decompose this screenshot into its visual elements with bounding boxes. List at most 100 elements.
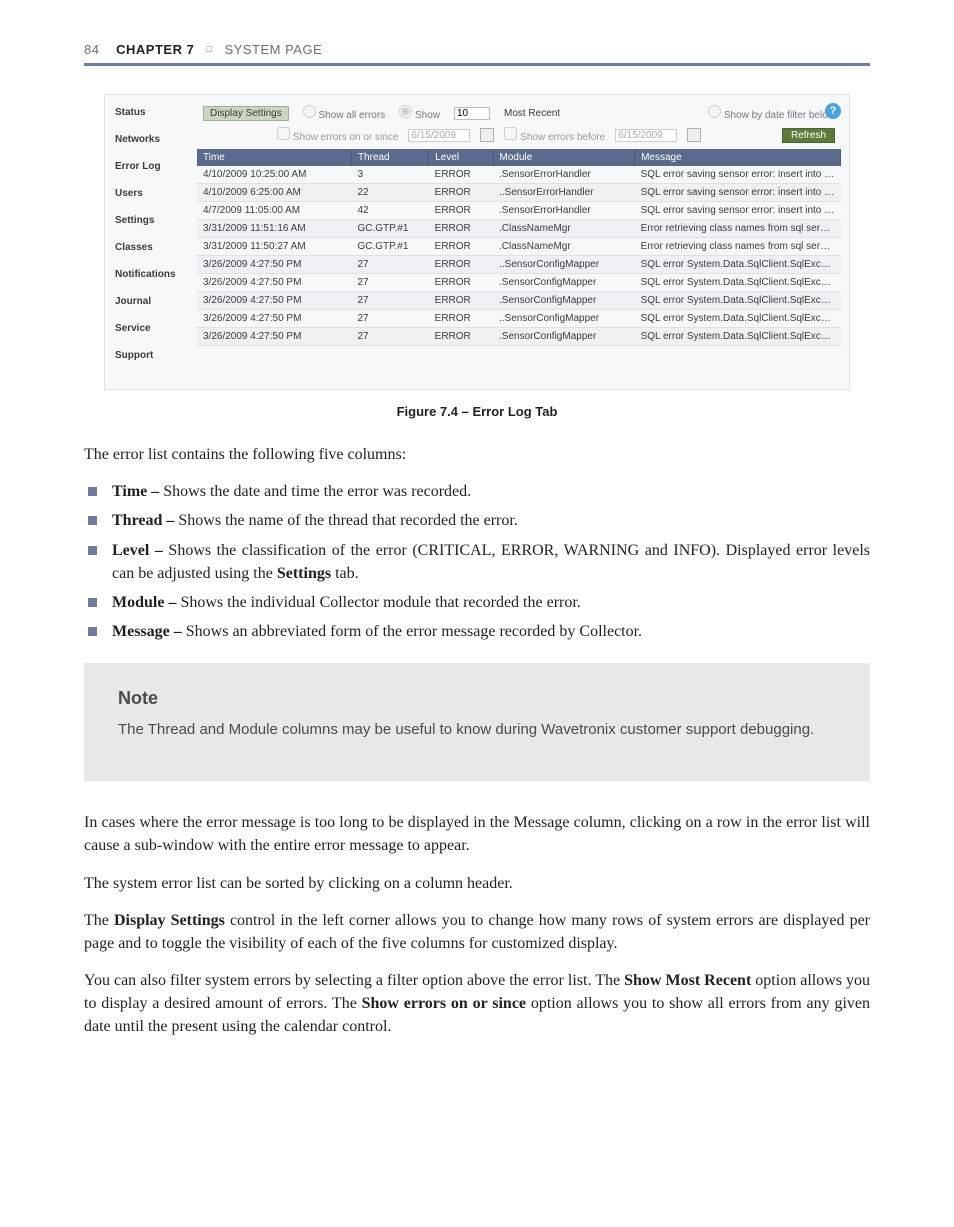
help-icon[interactable]: ?: [825, 103, 841, 119]
table-row[interactable]: 3/26/2009 4:27:50 PM27ERROR.SensorConfig…: [197, 274, 841, 292]
sidebar-item-users[interactable]: Users: [115, 188, 197, 199]
table-cell: Error retrieving class names from sql se…: [635, 238, 841, 256]
sidebar-item-journal[interactable]: Journal: [115, 296, 197, 307]
bullet-term: Time –: [112, 483, 159, 500]
table-cell: .SensorErrorHandler: [493, 202, 635, 220]
list-item: Time – Shows the date and time the error…: [84, 480, 870, 503]
table-cell: ERROR: [429, 202, 493, 220]
bullet-desc: Shows the date and time the error was re…: [159, 483, 471, 500]
radio-show-label: Show: [415, 110, 440, 121]
sidebar-item-status[interactable]: Status: [115, 107, 197, 118]
table-row[interactable]: 3/26/2009 4:27:50 PM27ERROR.SensorConfig…: [197, 328, 841, 346]
table-cell: 4/7/2009 11:05:00 AM: [197, 202, 351, 220]
sidebar-item-error-log[interactable]: Error Log: [115, 161, 197, 172]
bullet-tail: tab.: [331, 565, 359, 582]
chk-before-label: Show errors before: [520, 132, 605, 143]
date-since-input[interactable]: [408, 129, 470, 142]
error-table: TimeThreadLevelModuleMessage 4/10/2009 1…: [197, 149, 841, 346]
screenshot-sidebar: Status Networks Error Log Users Settings Clas…: [105, 95, 197, 389]
table-row[interactable]: 4/10/2009 10:25:00 AM3ERROR.SensorErrorH…: [197, 166, 841, 184]
chapter-label: CHAPTER 7: [116, 42, 194, 57]
display-settings-button[interactable]: Display Settings: [203, 106, 289, 121]
table-row[interactable]: 3/26/2009 4:27:50 PM27ERROR.SensorConfig…: [197, 292, 841, 310]
radio-show-n[interactable]: Show: [399, 105, 440, 121]
paragraph-sort: The system error list can be sorted by c…: [84, 872, 870, 895]
table-cell: SQL error saving sensor error: insert in…: [635, 202, 841, 220]
bullet-tail-bold: Settings: [277, 565, 331, 582]
refresh-button[interactable]: Refresh: [782, 128, 835, 143]
table-cell: ..SensorErrorHandler: [493, 184, 635, 202]
calendar-icon[interactable]: [687, 128, 701, 142]
table-cell: ERROR: [429, 328, 493, 346]
sidebar-item-notifications[interactable]: Notifications: [115, 269, 197, 280]
bold-text: Show Most Recent: [624, 972, 751, 989]
table-cell: 4/10/2009 6:25:00 AM: [197, 184, 351, 202]
intro-paragraph: The error list contains the following fi…: [84, 443, 870, 466]
chk-on-since-label: Show errors on or since: [293, 132, 399, 143]
table-cell: 22: [351, 184, 428, 202]
note-box: Note The Thread and Module columns may b…: [84, 663, 870, 781]
calendar-icon[interactable]: [480, 128, 494, 142]
table-cell: SQL error System.Data.SqlClient.SqlExcep…: [635, 310, 841, 328]
table-cell: 3/31/2009 11:51:16 AM: [197, 220, 351, 238]
radio-show-all[interactable]: Show all errors: [303, 105, 385, 121]
running-head: 84 CHAPTER 7 □ SYSTEM PAGE: [84, 42, 870, 57]
bold-text: Display Settings: [114, 912, 225, 929]
table-cell: ERROR: [429, 310, 493, 328]
table-row[interactable]: 4/10/2009 6:25:00 AM22ERROR..SensorError…: [197, 184, 841, 202]
table-cell: ERROR: [429, 292, 493, 310]
section-label: SYSTEM PAGE: [225, 42, 323, 57]
bullet-desc: Shows the individual Collector module th…: [176, 594, 580, 611]
col-header-message[interactable]: Message: [635, 149, 841, 166]
table-cell: SQL error saving sensor error: insert in…: [635, 184, 841, 202]
table-row[interactable]: 3/31/2009 11:50:27 AMGC.GTP.#1ERROR.Clas…: [197, 238, 841, 256]
bold-text: Show errors on or since: [362, 995, 526, 1012]
column-bullet-list: Time – Shows the date and time the error…: [84, 480, 870, 643]
paragraph-filter-options: You can also filter system errors by sel…: [84, 969, 870, 1039]
col-header-level[interactable]: Level: [429, 149, 493, 166]
table-row[interactable]: 3/26/2009 4:27:50 PM27ERROR..SensorConfi…: [197, 256, 841, 274]
table-cell: 27: [351, 328, 428, 346]
radio-date-filter-label: Show by date filter below: [724, 110, 835, 121]
col-header-time[interactable]: Time: [197, 149, 351, 166]
sidebar-item-networks[interactable]: Networks: [115, 134, 197, 145]
table-cell: 27: [351, 274, 428, 292]
col-header-module[interactable]: Module: [493, 149, 635, 166]
bullet-term: Level –: [112, 542, 163, 559]
table-cell: .SensorConfigMapper: [493, 274, 635, 292]
radio-date-filter[interactable]: Show by date filter below: [708, 105, 835, 121]
list-item: Message – Shows an abbreviated form of t…: [84, 620, 870, 643]
bullet-term: Thread –: [112, 512, 174, 529]
table-cell: 27: [351, 256, 428, 274]
table-row[interactable]: 3/26/2009 4:27:50 PM27ERROR..SensorConfi…: [197, 310, 841, 328]
sidebar-item-support[interactable]: Support: [115, 350, 197, 361]
figure-caption: Figure 7.4 – Error Log Tab: [84, 404, 870, 419]
table-row[interactable]: 4/7/2009 11:05:00 AM42ERROR.SensorErrorH…: [197, 202, 841, 220]
page-number: 84: [84, 42, 112, 57]
table-cell: SQL error System.Data.SqlClient.SqlExcep…: [635, 328, 841, 346]
table-cell: ERROR: [429, 274, 493, 292]
sidebar-item-service[interactable]: Service: [115, 323, 197, 334]
sidebar-item-settings[interactable]: Settings: [115, 215, 197, 226]
table-row[interactable]: 3/31/2009 11:51:16 AMGC.GTP.#1ERROR.Clas…: [197, 220, 841, 238]
table-cell: ERROR: [429, 220, 493, 238]
bullet-term: Module –: [112, 594, 176, 611]
table-cell: SQL error System.Data.SqlClient.SqlExcep…: [635, 274, 841, 292]
chk-before[interactable]: Show errors before: [504, 127, 605, 143]
table-cell: 3: [351, 166, 428, 184]
error-log-screenshot: Status Networks Error Log Users Settings Clas…: [104, 94, 850, 390]
table-cell: 3/31/2009 11:50:27 AM: [197, 238, 351, 256]
table-cell: ..SensorConfigMapper: [493, 310, 635, 328]
table-cell: .ClassNameMgr: [493, 238, 635, 256]
show-count-input[interactable]: [454, 107, 490, 120]
bullet-desc: Shows an abbreviated form of the error m…: [182, 623, 642, 640]
table-cell: SQL error System.Data.SqlClient.SqlExcep…: [635, 256, 841, 274]
table-cell: 27: [351, 310, 428, 328]
sidebar-item-classes[interactable]: Classes: [115, 242, 197, 253]
list-item: Thread – Shows the name of the thread th…: [84, 509, 870, 532]
radio-show-all-label: Show all errors: [318, 110, 385, 121]
col-header-thread[interactable]: Thread: [351, 149, 428, 166]
table-cell: 4/10/2009 10:25:00 AM: [197, 166, 351, 184]
date-before-input[interactable]: [615, 129, 677, 142]
chk-on-since[interactable]: Show errors on or since: [277, 127, 398, 143]
